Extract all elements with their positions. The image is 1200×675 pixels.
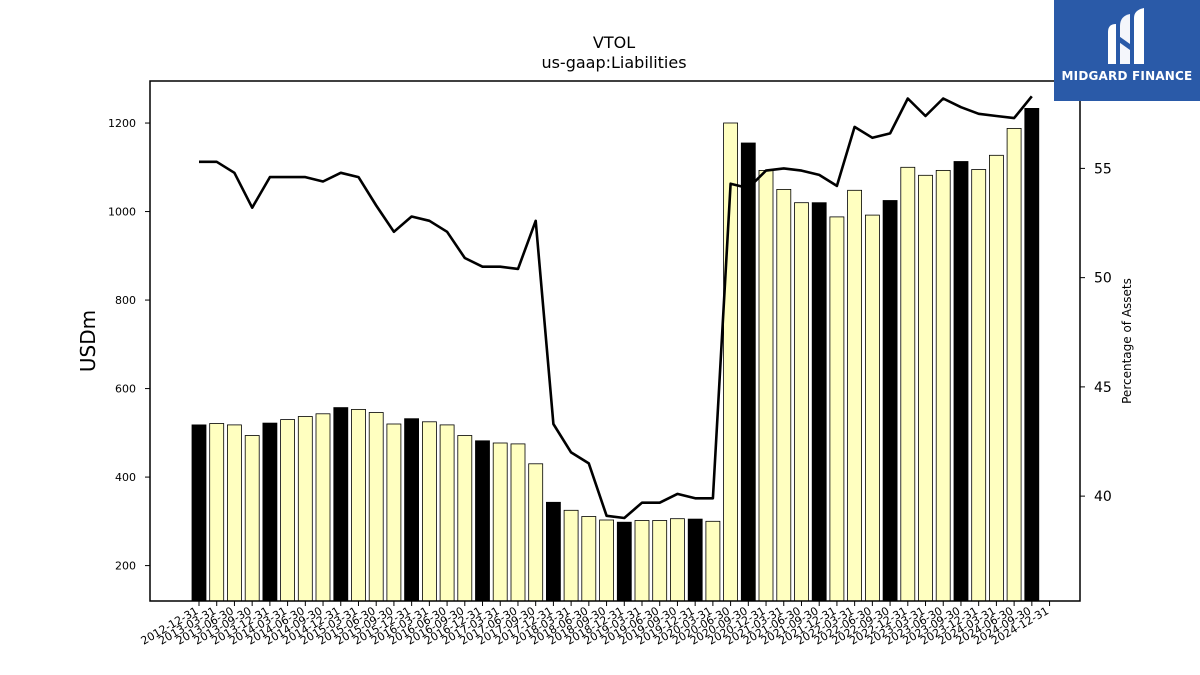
y2-tick-label: 40	[1094, 489, 1112, 505]
bar	[421, 421, 437, 602]
bar	[847, 189, 862, 602]
bar	[333, 407, 349, 602]
bar	[616, 521, 632, 602]
x-axis: 2012-12-312013-03-312013-06-302013-09-30…	[139, 601, 1051, 648]
bar	[900, 166, 916, 602]
logo-text: MIDGARD FINANCE	[1061, 69, 1193, 83]
bar	[652, 520, 668, 602]
y-tick-label: 400	[115, 471, 136, 484]
series-line	[199, 95, 1033, 520]
bar	[528, 463, 544, 602]
bar	[351, 408, 366, 602]
bar	[280, 419, 296, 602]
y-tick-label: 200	[115, 560, 136, 573]
bar	[953, 161, 969, 602]
bar-series	[191, 108, 1040, 602]
bar	[475, 440, 490, 602]
bar	[492, 442, 508, 602]
y2-tick-label: 55	[1094, 161, 1112, 177]
bar	[386, 423, 402, 602]
bar	[191, 424, 207, 602]
y-axis-label: USDm	[76, 310, 100, 372]
bar	[546, 501, 561, 602]
chart-subtitle: us-gaap:Liabilities	[541, 53, 686, 72]
y-axis-right: 40 45 50 55	[1080, 161, 1112, 505]
bar	[687, 518, 703, 602]
bar	[758, 169, 774, 602]
bar	[1024, 108, 1040, 602]
bar	[297, 416, 313, 602]
y-tick-label: 800	[115, 294, 136, 307]
bar	[670, 518, 685, 602]
line-series	[199, 95, 1033, 520]
bar	[599, 519, 614, 602]
bar	[368, 412, 384, 602]
bar	[244, 435, 260, 602]
bar	[510, 443, 526, 602]
y-axis-left: 200 400 600 800 1000 1200	[108, 117, 150, 573]
bar	[740, 142, 756, 602]
y2-tick-label: 50	[1094, 271, 1112, 287]
bar	[829, 216, 845, 602]
bar	[1006, 127, 1022, 602]
y2-tick-label: 45	[1094, 380, 1112, 396]
logo-mark-icon	[1108, 8, 1144, 64]
bar	[935, 169, 951, 602]
bar	[971, 169, 987, 602]
bar	[918, 174, 933, 602]
bar	[794, 202, 809, 602]
bar	[811, 202, 827, 602]
bar	[563, 509, 579, 602]
bar	[209, 423, 225, 602]
bar	[315, 413, 331, 602]
bar	[457, 435, 473, 602]
bar	[581, 516, 597, 602]
y-tick-label: 600	[115, 383, 136, 396]
bar	[705, 520, 721, 602]
brand-logo: MIDGARD FINANCE	[1054, 0, 1200, 101]
bar	[404, 418, 420, 602]
bar	[989, 154, 1004, 602]
chart-title: VTOL	[593, 33, 635, 52]
y-tick-label: 1200	[108, 117, 136, 130]
plot-frame	[149, 80, 1081, 602]
bar	[439, 424, 455, 602]
bar	[776, 188, 792, 602]
bar	[262, 422, 278, 602]
y-axis-right-label: Percentage of Assets	[1120, 278, 1134, 404]
bar	[634, 520, 650, 602]
bar	[882, 200, 898, 602]
y-tick-label: 1000	[108, 206, 136, 219]
bar	[226, 424, 242, 602]
bar	[865, 214, 880, 602]
